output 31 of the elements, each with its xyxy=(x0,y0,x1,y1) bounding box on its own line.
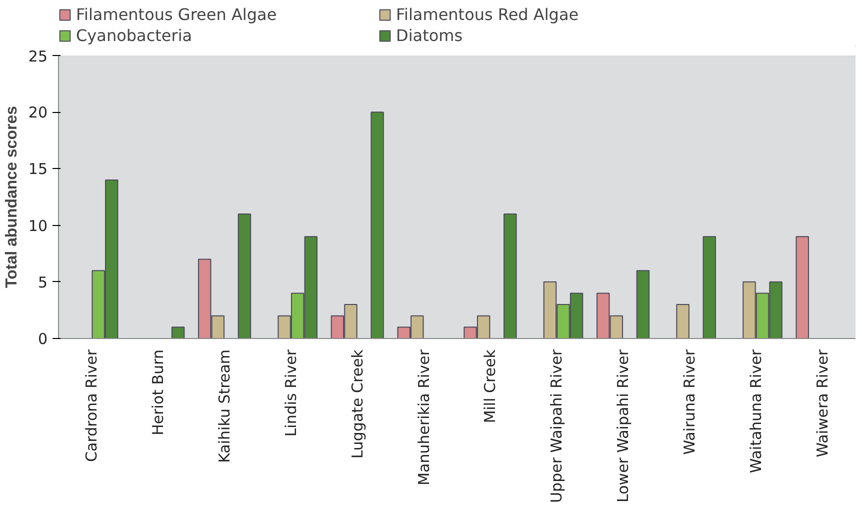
y-tick-label: 20 xyxy=(28,104,48,122)
legend-label: Filamentous Red Algae xyxy=(396,5,580,24)
bar xyxy=(171,326,185,338)
y-tick-label: 25 xyxy=(28,48,48,66)
legend-label: Diatoms xyxy=(396,26,464,45)
x-tick-label: Lower Waipahi River xyxy=(614,348,632,502)
x-tick-label: Lindis River xyxy=(282,348,300,437)
bar xyxy=(238,213,252,338)
bar xyxy=(796,236,809,338)
x-tick-label: Manuherikia River xyxy=(414,348,433,486)
y-tick-label: 15 xyxy=(28,160,48,178)
x-tick-label: Waitahuna River xyxy=(746,348,765,474)
x-tick-label: Wairuna River xyxy=(680,348,698,455)
x-tick-label: Upper Waipahi River xyxy=(548,348,566,503)
x-tick-label: Cardrona River xyxy=(82,348,101,462)
legend-label: Cyanobacteria xyxy=(76,26,194,45)
bar xyxy=(504,213,517,338)
bar xyxy=(702,236,716,338)
legend-label: Filamentous Green Algae xyxy=(76,5,278,24)
x-tick-label: Waiwera River xyxy=(813,348,832,458)
bar xyxy=(676,304,690,338)
x-tick-label: Kaihiku Stream xyxy=(216,349,234,463)
y-tick-label: 10 xyxy=(28,216,48,235)
y-tick-label: 5 xyxy=(38,273,48,292)
bar xyxy=(636,270,650,338)
y-axis-title: Total abundance scores xyxy=(3,106,20,288)
x-tick-label: Heriot Burn xyxy=(149,349,168,436)
y-tick-label: 0 xyxy=(38,330,48,348)
x-tick-label: Mill Creek xyxy=(481,349,500,424)
x-tick-label: Luggate Creek xyxy=(348,349,366,459)
bar xyxy=(370,112,384,338)
